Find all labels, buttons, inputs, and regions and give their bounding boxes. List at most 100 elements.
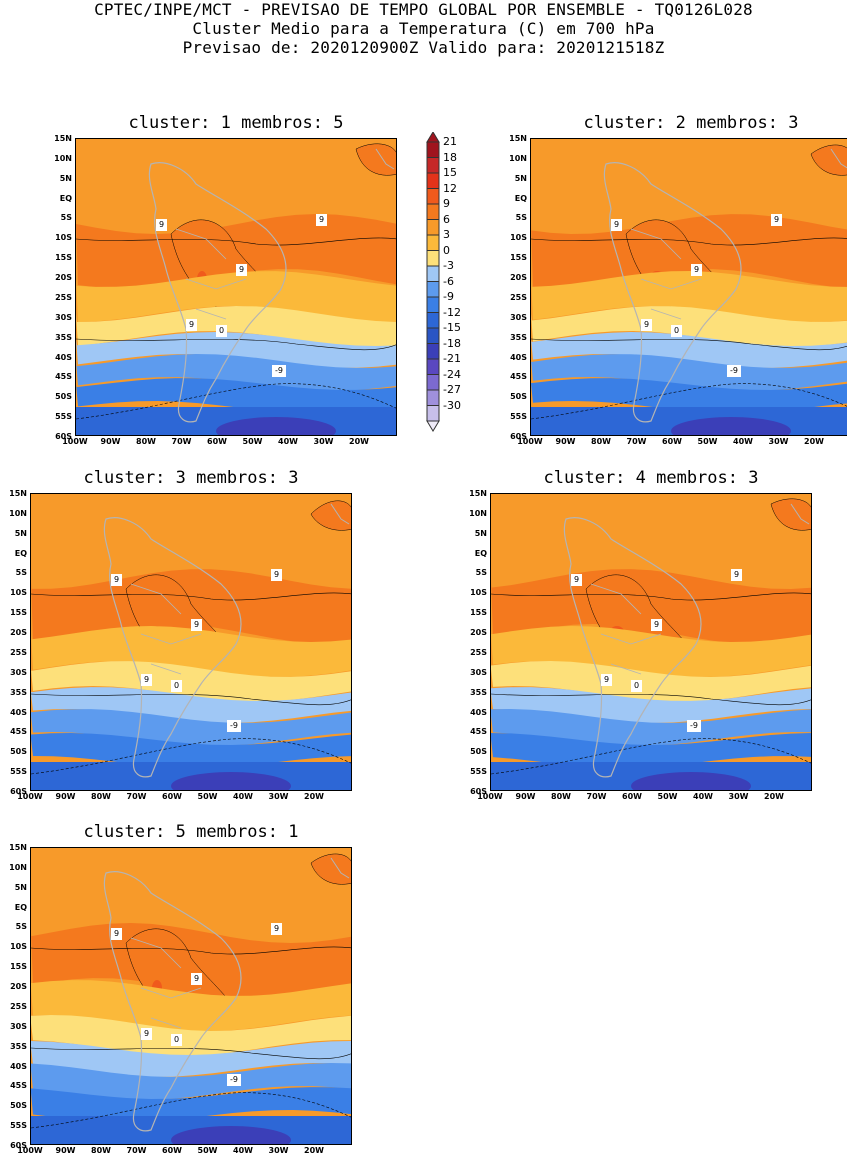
legend-bar bbox=[426, 132, 440, 432]
panel-title: cluster: 2 membros: 3 bbox=[583, 113, 799, 133]
lon-tick-label: 30W bbox=[313, 437, 334, 446]
borders bbox=[130, 937, 202, 1029]
lat-tick-label: 40S bbox=[10, 707, 27, 717]
contour-label-0: 0 bbox=[671, 325, 683, 337]
panel-title: cluster: 3 membros: 3 bbox=[83, 468, 299, 488]
band-3-6 bbox=[76, 271, 396, 322]
lat-tick-label: 15N bbox=[9, 843, 27, 852]
lon-tick-label: 40W bbox=[233, 1146, 253, 1155]
map-panel-1: cluster: 1 membros: 5 9 9 9 9 0 -9 15N 10N 5N EQ 5S… bbox=[42, 113, 402, 453]
header-line-1: CPTEC/INPE/MCT - PREVISAO DE TEMPO GLOBA… bbox=[94, 0, 753, 19]
lon-tick-label: 20W bbox=[804, 437, 824, 446]
lat-tick-label: 10S bbox=[510, 233, 527, 243]
legend-swatch bbox=[426, 358, 440, 375]
lon-tick-label: 80W bbox=[551, 792, 571, 801]
color-legend: 21 18 15 12 9 6 3 0 -3 -6 -9 -12 -15 -18 -21 -24 -27 -30 bbox=[423, 132, 483, 444]
contour-label-9: 9 bbox=[601, 674, 613, 686]
lat-tick-label: 10N bbox=[509, 153, 527, 163]
lon-tick-label: 40W bbox=[733, 437, 753, 446]
lon-tick-label: 90W bbox=[555, 437, 576, 446]
header-line-3: Previsao de: 2020120900Z Valido para: 20… bbox=[182, 38, 665, 57]
contour-label-neg9: -9 bbox=[727, 365, 741, 377]
legend-label: 21 bbox=[443, 135, 457, 148]
africa-coast bbox=[830, 148, 847, 169]
lat-tick-label: 30S bbox=[510, 312, 527, 322]
lon-tick-label: 80W bbox=[591, 437, 611, 446]
lon-tick-label: 60W bbox=[162, 792, 182, 801]
lat-tick-label: 40S bbox=[55, 352, 72, 362]
lon-tick-label: 50W bbox=[242, 437, 263, 446]
contour-label-9: 9 bbox=[271, 569, 283, 581]
lon-tick-label: 90W bbox=[100, 437, 121, 446]
contour-label-neg9: -9 bbox=[272, 365, 286, 377]
band-neg3-0 bbox=[531, 332, 847, 368]
contour-neg9 bbox=[491, 738, 811, 775]
lat-tick-label: EQ bbox=[474, 548, 487, 558]
legend-swatch bbox=[426, 296, 440, 313]
lat-tick-label: 15S bbox=[510, 253, 527, 263]
contour-neg9 bbox=[76, 383, 396, 420]
band-neg18-neg15 bbox=[671, 417, 791, 435]
lon-tick-label: 40W bbox=[278, 437, 298, 446]
header-line-2: Cluster Medio para a Temperatura (C) em … bbox=[192, 19, 655, 38]
lon-tick-label: 20W bbox=[764, 792, 784, 801]
legend-swatch bbox=[426, 234, 440, 251]
contour-label-0: 0 bbox=[171, 1034, 183, 1046]
lon-tick-label: 50W bbox=[197, 1146, 218, 1155]
lat-tick-label: EQ bbox=[14, 902, 27, 912]
map-panel-2: cluster: 2 membros: 3 9 9 9 9 0 -9 15N 10N 5N EQ 5S… bbox=[497, 113, 847, 453]
lat-tick-label: 5N bbox=[59, 173, 72, 183]
legend-label: 12 bbox=[443, 181, 457, 195]
lon-tick-label: 80W bbox=[136, 437, 156, 446]
band-neg9-neg6 bbox=[531, 378, 847, 413]
legend-label: -18 bbox=[443, 336, 461, 350]
lat-tick-label: 50S bbox=[10, 1101, 27, 1111]
lon-tick-label: 70W bbox=[586, 792, 607, 801]
contour-label-neg9: -9 bbox=[227, 1074, 241, 1086]
lon-tick-label: 60W bbox=[622, 792, 642, 801]
lat-tick-label: 50S bbox=[10, 747, 27, 757]
legend-swatch bbox=[426, 265, 440, 282]
lat-tick-label: 60S bbox=[510, 432, 527, 441]
africa-coast bbox=[375, 148, 395, 170]
lon-tick-label: 30W bbox=[268, 792, 289, 801]
map-frame: 9 9 9 9 0 -9 bbox=[530, 138, 847, 436]
lon-tick-label: 60W bbox=[162, 1146, 182, 1155]
legend-label: -6 bbox=[443, 274, 454, 288]
legend-swatch bbox=[426, 250, 440, 267]
lat-tick-label: 35S bbox=[10, 1041, 27, 1051]
lat-tick-label: 45S bbox=[10, 1081, 27, 1091]
lat-tick-label: 50S bbox=[510, 392, 527, 402]
lon-tick-label: 50W bbox=[657, 792, 678, 801]
lat-tick-label: 5N bbox=[14, 528, 27, 538]
band-0-3 bbox=[31, 1015, 351, 1056]
map-panel-5: cluster: 5 membros: 1 9 9 9 9 0 -9 15N 10N 5N EQ 5S… bbox=[0, 822, 357, 1162]
lat-tick-label: 35S bbox=[10, 687, 27, 697]
contour-label-9: 9 bbox=[731, 569, 743, 581]
legend-swatch bbox=[426, 188, 440, 205]
contour-label-9: 9 bbox=[156, 219, 168, 231]
lat-tick-label: 10N bbox=[469, 508, 487, 518]
lon-tick-label: 30W bbox=[268, 1146, 289, 1155]
lat-tick-label: 10S bbox=[55, 233, 72, 243]
contour-9 bbox=[491, 592, 811, 601]
lat-tick-label: 20S bbox=[10, 628, 27, 638]
lat-tick-label: 20S bbox=[55, 273, 72, 283]
lat-tick-label: 25S bbox=[470, 647, 487, 657]
map-panel-4: cluster: 4 membros: 3 9 9 9 9 0 -9 15N 10N 5N EQ 5S… bbox=[457, 468, 817, 808]
lon-tick-label: 80W bbox=[91, 792, 111, 801]
lat-tick-label: 60S bbox=[55, 432, 72, 441]
coastline bbox=[148, 162, 287, 423]
lon-tick-label: 70W bbox=[126, 1146, 147, 1155]
band-neg3-0 bbox=[31, 1041, 351, 1077]
band-9-12-north bbox=[770, 498, 811, 531]
legend-swatch bbox=[426, 157, 440, 174]
contour-0 bbox=[31, 1047, 351, 1060]
band-neg3-0 bbox=[76, 332, 396, 368]
panel-title: cluster: 5 membros: 1 bbox=[83, 822, 299, 842]
lat-tick-label: 55S bbox=[10, 1121, 27, 1131]
legend-label: 3 bbox=[443, 228, 450, 241]
legend-label: -3 bbox=[443, 259, 454, 272]
legend-label: -15 bbox=[443, 321, 461, 334]
lon-tick-label: 60W bbox=[207, 437, 227, 446]
